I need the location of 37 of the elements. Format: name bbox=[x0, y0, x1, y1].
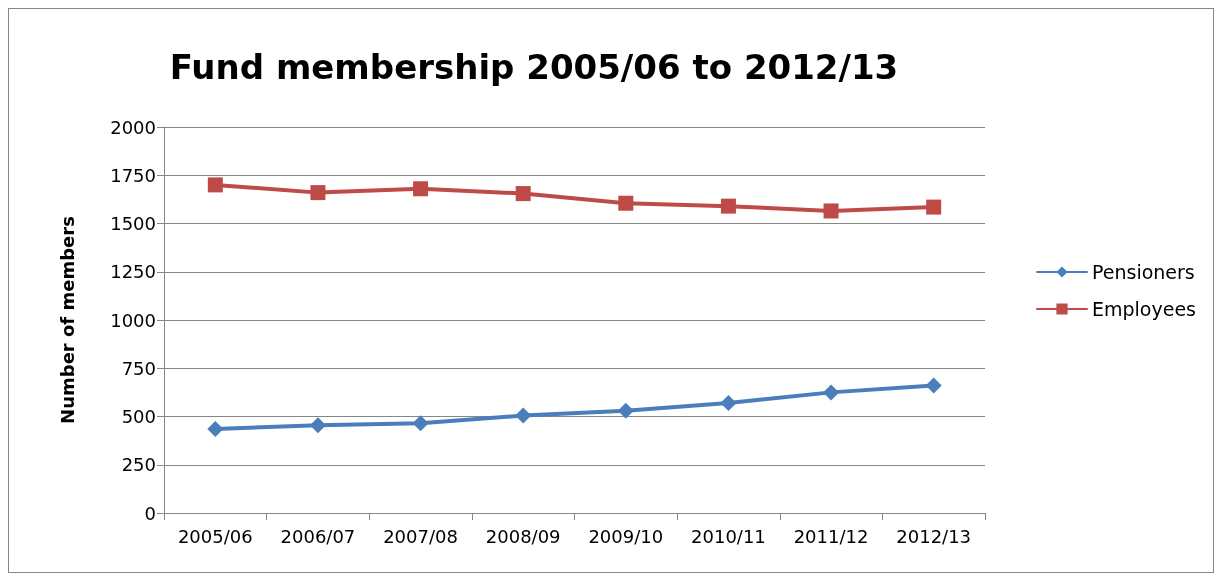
x-tick-label: 2008/09 bbox=[485, 525, 561, 547]
y-tick-label: 500 bbox=[121, 406, 156, 427]
x-tick-label: 2010/11 bbox=[691, 525, 766, 547]
y-tick-label: 1250 bbox=[110, 261, 156, 283]
point bbox=[310, 185, 326, 201]
y-tick-label: 1000 bbox=[110, 309, 156, 331]
y-tick-label: 1750 bbox=[110, 164, 156, 186]
y-tick-label: 750 bbox=[121, 357, 156, 379]
legend-label: Pensioners bbox=[1092, 261, 1195, 283]
x-tick-label: 2007/08 bbox=[383, 525, 458, 547]
y-axis-title: Number of members bbox=[56, 216, 78, 424]
point bbox=[720, 198, 736, 214]
y-tick-label: 0 bbox=[144, 502, 156, 524]
point bbox=[309, 417, 326, 434]
x-tick-label: 2011/12 bbox=[793, 525, 869, 547]
y-tick-label: 250 bbox=[121, 454, 156, 476]
point bbox=[618, 195, 634, 211]
x-tick-label: 2006/07 bbox=[280, 525, 356, 547]
x-tick-label: 2005/06 bbox=[177, 525, 253, 547]
point bbox=[515, 407, 532, 424]
x-tick-label: 2009/10 bbox=[588, 525, 664, 547]
point bbox=[823, 384, 840, 401]
y-tick-label: 1500 bbox=[110, 213, 156, 234]
y-tick-label: 2000 bbox=[110, 116, 156, 138]
point bbox=[720, 394, 737, 411]
point bbox=[207, 177, 223, 193]
point bbox=[925, 377, 942, 394]
chart-title: Fund membership 2005/06 to 2012/13 bbox=[169, 47, 899, 87]
point bbox=[515, 186, 531, 202]
legend-label: Employees bbox=[1092, 298, 1196, 320]
point bbox=[413, 181, 429, 197]
point bbox=[926, 199, 942, 215]
point bbox=[412, 415, 429, 432]
point bbox=[617, 402, 634, 419]
point bbox=[823, 203, 839, 219]
point bbox=[207, 421, 224, 438]
x-tick-label: 2012/13 bbox=[896, 525, 972, 547]
